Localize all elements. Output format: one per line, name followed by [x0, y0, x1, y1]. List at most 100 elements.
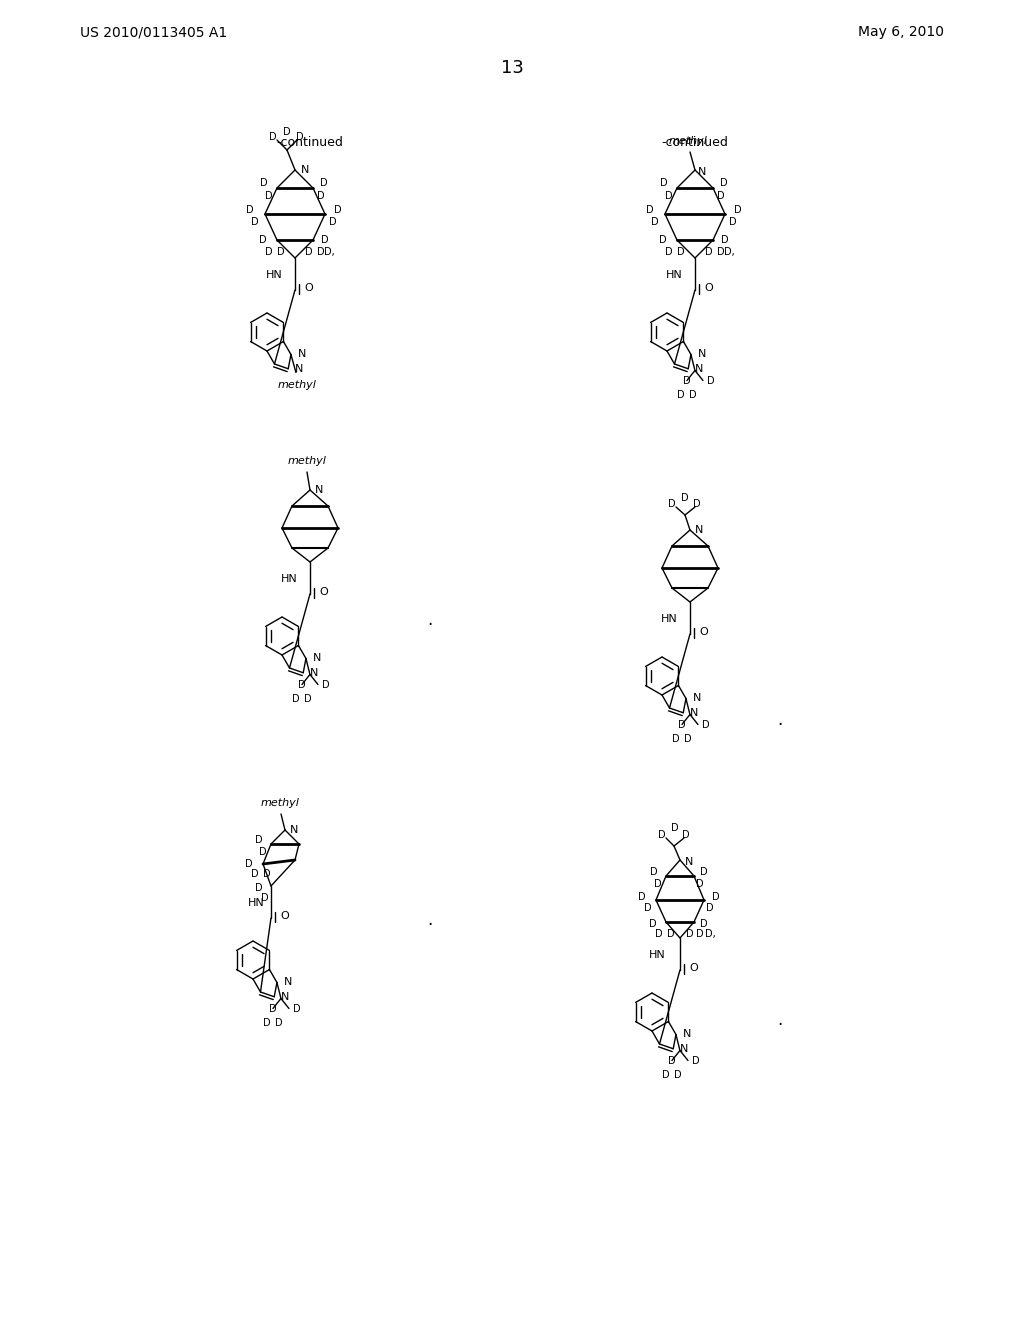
Text: D: D	[644, 903, 652, 913]
Text: D: D	[707, 376, 715, 387]
Text: D: D	[669, 1056, 676, 1067]
Text: May 6, 2010: May 6, 2010	[858, 25, 944, 40]
Text: D: D	[293, 1005, 301, 1015]
Text: N: N	[298, 350, 306, 359]
Text: D: D	[684, 734, 692, 744]
Text: D: D	[651, 216, 658, 227]
Text: D: D	[700, 867, 708, 876]
Text: D: D	[692, 1056, 699, 1067]
Text: D: D	[251, 216, 259, 227]
Text: D: D	[706, 247, 713, 257]
Text: D: D	[284, 127, 291, 137]
Text: N: N	[301, 165, 309, 176]
Text: D: D	[304, 694, 311, 705]
Text: D: D	[682, 830, 690, 840]
Text: N: N	[282, 991, 290, 1002]
Text: HN: HN	[662, 614, 678, 624]
Text: D: D	[666, 247, 673, 257]
Text: D: D	[246, 205, 254, 215]
Text: D: D	[278, 247, 285, 257]
Text: D: D	[677, 391, 685, 400]
Text: D: D	[717, 247, 725, 257]
Text: O: O	[689, 964, 697, 973]
Text: D: D	[638, 892, 646, 902]
Text: O: O	[304, 282, 312, 293]
Text: D: D	[717, 191, 725, 201]
Text: D: D	[305, 247, 312, 257]
Text: D: D	[649, 919, 656, 929]
Text: .: .	[777, 711, 782, 729]
Text: .: .	[427, 611, 432, 630]
Text: D: D	[666, 191, 673, 201]
Text: N: N	[695, 525, 703, 535]
Text: D: D	[681, 492, 689, 503]
Text: D: D	[259, 235, 267, 246]
Text: D: D	[255, 836, 263, 845]
Text: D: D	[265, 247, 272, 257]
Text: D: D	[669, 499, 676, 510]
Text: D: D	[683, 376, 691, 387]
Text: D: D	[317, 247, 325, 257]
Text: O: O	[319, 587, 328, 597]
Text: HN: HN	[266, 271, 283, 280]
Text: HN: HN	[282, 574, 298, 583]
Text: D: D	[269, 1005, 276, 1015]
Text: N: N	[698, 350, 707, 359]
Text: D: D	[322, 681, 330, 690]
Text: D: D	[650, 867, 657, 876]
Text: D: D	[261, 894, 269, 903]
Text: N: N	[695, 364, 703, 374]
Text: D: D	[321, 178, 328, 187]
Text: N: N	[698, 168, 707, 177]
Text: D: D	[654, 879, 662, 888]
Text: HN: HN	[248, 898, 265, 908]
Text: D: D	[269, 132, 276, 143]
Text: D: D	[689, 391, 696, 400]
Text: -continued: -continued	[276, 136, 343, 149]
Text: N: N	[690, 708, 698, 718]
Text: N: N	[284, 978, 292, 987]
Text: D: D	[334, 205, 342, 215]
Text: methyl: methyl	[669, 136, 708, 147]
Text: D: D	[245, 859, 253, 869]
Text: D: D	[260, 178, 268, 187]
Text: D: D	[712, 892, 720, 902]
Text: D: D	[660, 178, 668, 187]
Text: O: O	[705, 282, 713, 293]
Text: D: D	[317, 191, 325, 201]
Text: D: D	[707, 903, 714, 913]
Text: D: D	[686, 929, 694, 939]
Text: D: D	[663, 1071, 670, 1081]
Text: D: D	[734, 205, 741, 215]
Text: D: D	[659, 235, 667, 246]
Text: D: D	[292, 694, 300, 705]
Text: N: N	[315, 484, 324, 495]
Text: N: N	[310, 668, 318, 677]
Text: D: D	[678, 721, 686, 730]
Text: 13: 13	[501, 59, 523, 77]
Text: HN: HN	[649, 950, 666, 960]
Text: O: O	[280, 911, 289, 921]
Text: D: D	[720, 178, 728, 187]
Text: D: D	[646, 205, 653, 215]
Text: D: D	[329, 216, 337, 227]
Text: methyl: methyl	[288, 455, 327, 466]
Text: N: N	[683, 1030, 691, 1039]
Text: D: D	[674, 1071, 682, 1081]
Text: D: D	[677, 247, 685, 257]
Text: D: D	[255, 883, 263, 894]
Text: D: D	[700, 919, 708, 929]
Text: -continued: -continued	[662, 136, 728, 149]
Text: .: .	[777, 1011, 782, 1030]
Text: D: D	[729, 216, 737, 227]
Text: D: D	[263, 869, 270, 879]
Text: D: D	[259, 847, 267, 857]
Text: N: N	[290, 825, 298, 836]
Text: D: D	[263, 1019, 270, 1028]
Text: N: N	[685, 857, 693, 867]
Text: D: D	[296, 132, 304, 143]
Text: D: D	[251, 869, 259, 879]
Text: methyl: methyl	[278, 380, 316, 391]
Text: D: D	[265, 191, 272, 201]
Text: D: D	[658, 830, 666, 840]
